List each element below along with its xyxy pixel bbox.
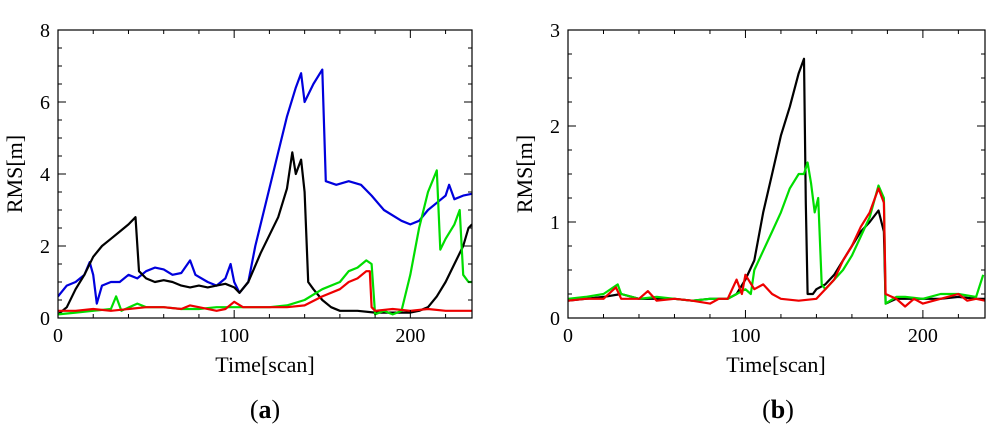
y-tick-label: 2 xyxy=(40,236,50,258)
y-tick-label: 4 xyxy=(40,164,50,186)
x-tick-label: 0 xyxy=(563,325,573,347)
x-tick-label: 200 xyxy=(908,325,938,347)
series-line-green xyxy=(568,161,985,305)
series-line-blue xyxy=(58,68,472,305)
y-axis-label: RMS[m] xyxy=(2,135,27,213)
x-tick-label: 100 xyxy=(219,325,249,347)
panel-label: (b) xyxy=(762,395,794,424)
y-tick-label: 6 xyxy=(40,92,50,114)
y-tick-label: 8 xyxy=(40,20,50,42)
x-tick-label: 100 xyxy=(730,325,760,347)
chart-panel-b: 0 100 200 0 1 2 3 Time[scan] RMS[m] (b) xyxy=(512,20,986,424)
y-tick-label: 0 xyxy=(550,308,560,330)
plot-frame xyxy=(567,29,986,319)
y-tick-label: 1 xyxy=(550,212,560,234)
x-axis-label: Time[scan] xyxy=(215,352,314,377)
series-line-red xyxy=(58,270,472,312)
x-tick-label: 0 xyxy=(53,325,63,347)
x-axis-label: Time[scan] xyxy=(726,352,825,377)
series-line-red xyxy=(568,187,985,308)
chart-panel-a: 0 100 200 0 2 4 6 8 Time[scan] RMS[m] (a) xyxy=(2,20,473,424)
series-line-black xyxy=(568,57,985,305)
y-tick-label: 0 xyxy=(40,308,50,330)
x-tick-label: 200 xyxy=(395,325,425,347)
y-axis-label: RMS[m] xyxy=(512,135,537,213)
y-tick-label: 3 xyxy=(550,20,560,42)
y-tick-label: 2 xyxy=(550,116,560,138)
panel-label: (a) xyxy=(250,395,280,424)
series-line-black xyxy=(58,151,472,316)
series-line-green xyxy=(58,169,472,316)
